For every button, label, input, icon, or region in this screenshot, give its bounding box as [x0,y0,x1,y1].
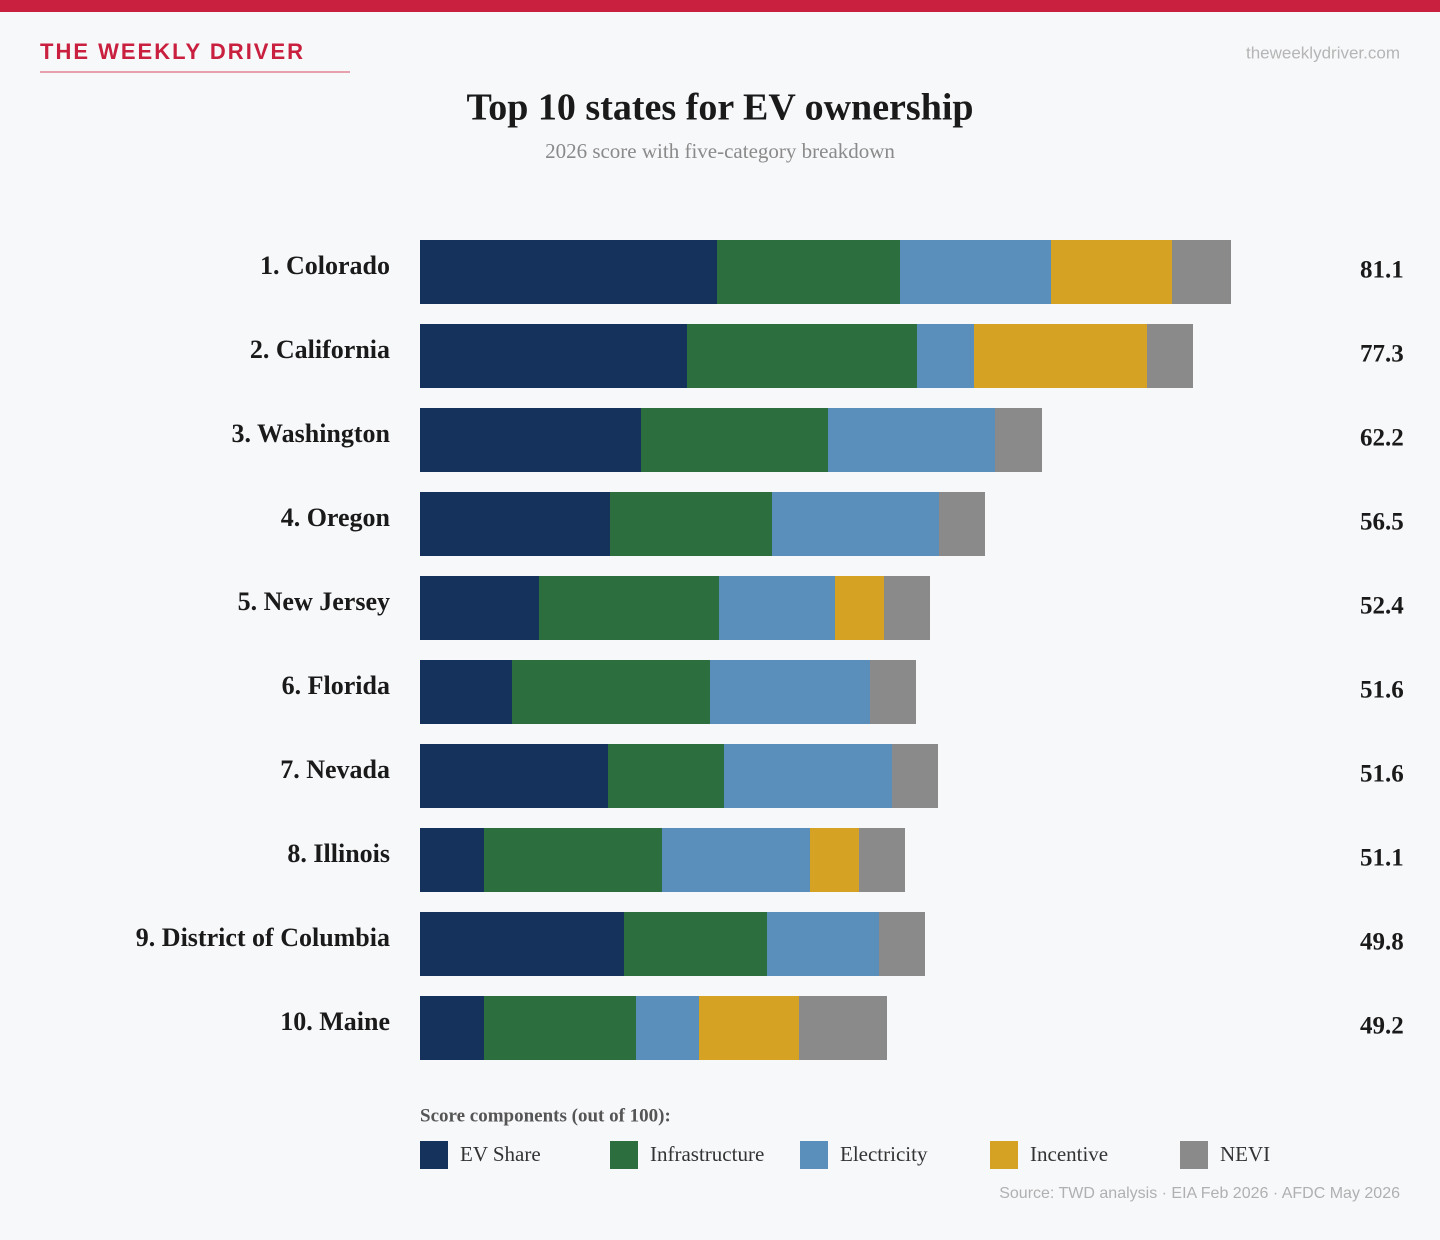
bar-segment [687,324,917,388]
bar-segment [699,996,799,1060]
bar-segment [900,240,1051,304]
legend-label: Incentive [1030,1142,1108,1166]
bar-segment [799,996,887,1060]
bar-segment [884,576,930,640]
bar-segment [512,660,710,724]
category-label: 9. District of Columbia [136,923,390,952]
bar-segment [608,744,724,808]
bar-segment [420,912,624,976]
bar-segment [724,744,892,808]
top-bar [0,0,1440,12]
category-label: 7. Nevada [280,755,390,784]
bar-segment [1172,240,1231,304]
total-label: 56.5 [1360,509,1404,536]
legend-swatch [610,1141,638,1169]
category-label: 3. Washington [232,419,391,448]
legend-label: Electricity [840,1142,928,1166]
bar-segment [719,576,835,640]
bar-segment [420,492,610,556]
bar-segment [539,576,719,640]
bar-segment [420,576,539,640]
chart-subtitle: 2026 score with five-category breakdown [545,139,895,163]
chart-title: Top 10 states for EV ownership [466,87,973,129]
bar-segment [420,408,641,472]
total-label: 62.2 [1360,425,1404,452]
bar-segment [484,996,636,1060]
bar-segment [641,408,828,472]
bar-segment [995,408,1042,472]
bar-segment [767,912,879,976]
total-label: 49.8 [1360,929,1404,956]
legend-label: NEVI [1220,1142,1270,1166]
total-label: 52.4 [1360,593,1404,620]
bar-segment [662,828,810,892]
category-label: 8. Illinois [287,839,390,868]
legend-label: EV Share [460,1142,541,1166]
bar-segment [810,828,859,892]
total-label: 49.2 [1360,1013,1404,1040]
bar-segment [420,660,512,724]
bar-segment [939,492,985,556]
legend-title: Score components (out of 100): [420,1105,671,1126]
bar-segment [420,744,608,808]
total-label: 81.1 [1360,257,1404,284]
site-url: theweeklydriver.com [1246,43,1400,62]
category-label: 4. Oregon [281,503,391,532]
category-label: 6. Florida [282,671,390,700]
bar-segment [1051,240,1172,304]
bar-segment [610,492,772,556]
bar-segment [835,576,884,640]
bar-segment [420,996,484,1060]
bar-segment [870,660,916,724]
category-label: 2. California [250,335,390,364]
legend-swatch [800,1141,828,1169]
bar-segment [717,240,900,304]
bar-segment [1147,324,1193,388]
total-label: 51.1 [1360,845,1404,872]
total-label: 77.3 [1360,341,1404,368]
bar-segment [624,912,767,976]
bar-segment [828,408,995,472]
bar-segment [859,828,905,892]
total-label: 51.6 [1360,761,1404,788]
legend-swatch [1180,1141,1208,1169]
category-label: 5. New Jersey [238,587,390,616]
bar-segment [484,828,662,892]
bar-segment [636,996,699,1060]
bar-segment [420,828,484,892]
category-label: 1. Colorado [260,251,390,280]
legend-swatch [990,1141,1018,1169]
bar-segment [420,240,717,304]
brand: THE WEEKLY DRIVER [40,39,305,64]
bar-segment [892,744,938,808]
bar-segment [420,324,687,388]
bar-segment [879,912,925,976]
bar-segment [710,660,870,724]
legend-swatch [420,1141,448,1169]
bar-segment [917,324,974,388]
source: Source: TWD analysis · EIA Feb 2026 · AF… [999,1185,1400,1202]
bar-segment [974,324,1147,388]
total-label: 51.6 [1360,677,1404,704]
legend-label: Infrastructure [650,1142,764,1166]
bar-segment [772,492,939,556]
category-label: 10. Maine [280,1007,390,1036]
